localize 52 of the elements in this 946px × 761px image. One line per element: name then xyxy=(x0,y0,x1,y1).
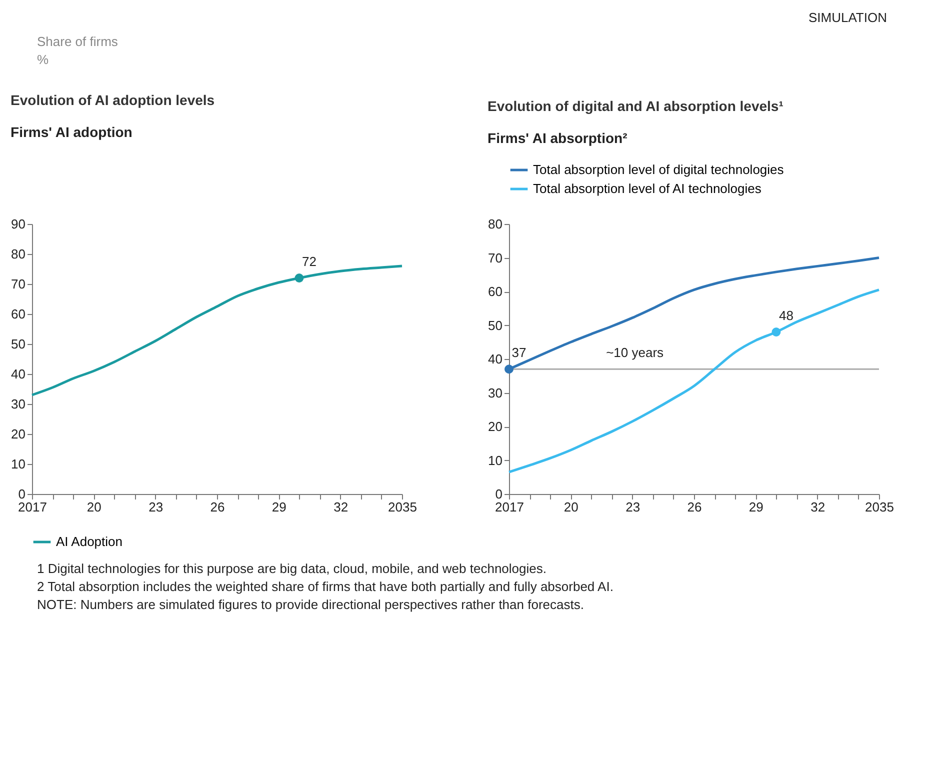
y-tick-label: 40 xyxy=(488,352,502,366)
legend-label: Total absorption level of digital technologies xyxy=(533,162,784,177)
text: 1 Digital technologies for this purpose are big data, cloud, mobile, and web technologies. xyxy=(37,561,546,576)
x-tick-label: 23 xyxy=(148,500,164,514)
line-series xyxy=(30,264,404,396)
y-tick-label: 10 xyxy=(11,456,26,472)
x-tick-label: 20 xyxy=(564,500,578,514)
text: % xyxy=(37,52,49,67)
data-label: 37 xyxy=(512,345,526,360)
y-tick-label: 30 xyxy=(11,396,26,412)
y-tick-label: 30 xyxy=(488,385,502,400)
legend-label: AI Adoption xyxy=(56,534,122,549)
chart-subtitle: Firms' AI absorption² xyxy=(488,130,628,146)
x-tick-label: 29 xyxy=(748,500,764,514)
ref-line-label: ~10 years xyxy=(606,345,664,360)
y-tick-label: 60 xyxy=(11,306,26,322)
x-tick-label: 26 xyxy=(687,500,702,514)
y-tick-label: 0 xyxy=(495,486,502,502)
y-tick-label: 70 xyxy=(11,276,26,292)
x-tick-label: 32 xyxy=(334,500,348,514)
legend-label: Total absorption level of AI technologies xyxy=(533,181,762,196)
text: SIMULATION xyxy=(808,10,887,25)
x-tick-label: 29 xyxy=(272,500,286,514)
x-tick-label: 2035 xyxy=(388,500,417,514)
line-series xyxy=(508,288,880,474)
text: Share of firms xyxy=(37,34,118,49)
y-tick-label: 60 xyxy=(488,284,502,299)
y-tick-label: 80 xyxy=(488,216,502,232)
text: NOTE: Numbers are simulated figures to provide directional perspectives rather than forecasts. xyxy=(37,597,584,612)
y-tick-label: 50 xyxy=(11,336,26,352)
x-tick-label: 26 xyxy=(210,500,225,514)
y-tick-label: 80 xyxy=(11,246,26,262)
y-tick-label: 70 xyxy=(488,250,502,266)
data-label: 48 xyxy=(778,308,794,323)
chart-title: Evolution of digital and AI absorption levels¹ xyxy=(488,98,784,114)
y-tick-label: 20 xyxy=(488,419,502,434)
data-label: 72 xyxy=(302,254,316,269)
x-tick-label: 23 xyxy=(626,500,640,514)
chart-title: Evolution of AI adoption levels xyxy=(10,92,215,108)
x-tick-label: 2017 xyxy=(18,500,47,514)
x-tick-label: 20 xyxy=(86,500,102,514)
x-tick-label: 32 xyxy=(810,500,826,514)
y-tick-label: 90 xyxy=(11,216,26,232)
x-tick-label: 2035 xyxy=(865,500,894,514)
y-tick-label: 40 xyxy=(11,366,26,382)
text: 2 Total absorption includes the weighted share of firms that have both partially and fully absorbed AI. xyxy=(37,579,614,594)
y-tick-label: 50 xyxy=(488,318,502,333)
chart-subtitle: Firms' AI adoption xyxy=(10,124,132,140)
y-tick-label: 0 xyxy=(18,486,26,502)
y-tick-label: 20 xyxy=(11,426,26,442)
y-tick-label: 10 xyxy=(488,452,502,468)
x-tick-label: 2017 xyxy=(495,500,524,514)
